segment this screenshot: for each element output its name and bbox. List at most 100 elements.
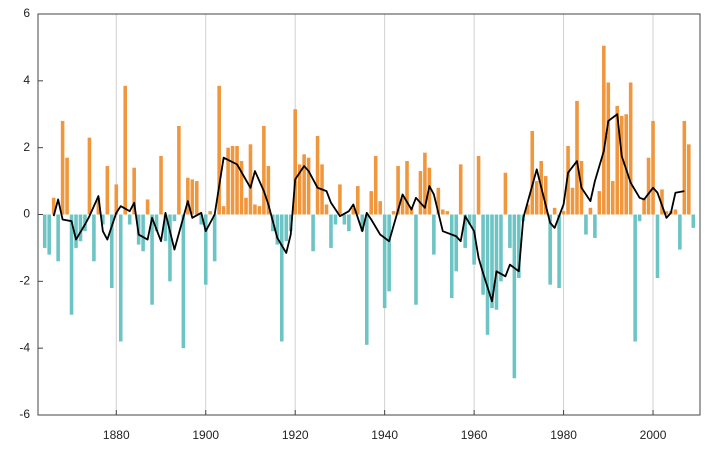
bar — [561, 211, 566, 215]
bar — [159, 156, 163, 215]
bar — [105, 166, 110, 215]
bar — [534, 181, 539, 215]
bar — [552, 207, 557, 215]
bar — [427, 167, 432, 215]
y-tick-label: -4 — [19, 340, 30, 354]
bar — [409, 207, 414, 215]
bar — [494, 214, 499, 310]
bar — [687, 144, 691, 215]
bar — [329, 214, 333, 248]
bar — [485, 214, 490, 335]
bar — [364, 214, 369, 345]
bar — [163, 214, 168, 242]
bar — [324, 204, 329, 215]
bar — [646, 157, 651, 215]
bar — [678, 214, 682, 250]
bar — [306, 157, 311, 215]
bar — [315, 135, 320, 215]
bar — [602, 45, 606, 215]
bar — [302, 154, 306, 215]
bar — [168, 214, 172, 282]
bar — [118, 214, 123, 342]
bar — [92, 214, 96, 262]
bar — [69, 214, 74, 315]
bar — [347, 214, 351, 232]
bar — [60, 120, 65, 215]
bar — [396, 166, 400, 215]
bar — [338, 184, 342, 215]
bar — [651, 120, 655, 215]
bar — [369, 191, 374, 215]
bar — [619, 115, 624, 215]
bar — [503, 172, 508, 215]
bar — [476, 156, 481, 215]
bar — [566, 145, 570, 215]
bar — [588, 207, 593, 215]
bar — [288, 214, 293, 232]
bar — [230, 145, 235, 215]
bar — [208, 211, 212, 215]
bar — [405, 161, 409, 215]
y-tick-label: 2 — [23, 140, 30, 154]
x-tick-label: 1960 — [461, 428, 488, 442]
bar — [177, 125, 181, 215]
bar — [181, 214, 186, 349]
bar — [257, 206, 262, 215]
bar — [530, 130, 535, 215]
bar — [449, 214, 454, 299]
bar — [441, 209, 445, 215]
bar — [333, 214, 338, 225]
bar — [414, 214, 418, 305]
bar — [101, 214, 105, 225]
bar — [87, 137, 92, 215]
bar — [606, 82, 611, 215]
bar — [74, 214, 78, 248]
bar — [436, 187, 441, 215]
bar — [235, 145, 239, 215]
bar — [239, 161, 244, 215]
bar — [382, 214, 387, 309]
bar — [682, 120, 687, 215]
bar — [56, 214, 60, 262]
bar — [570, 187, 575, 215]
bar — [96, 197, 101, 215]
bar — [141, 214, 145, 252]
bar — [557, 214, 561, 289]
bar — [297, 164, 302, 215]
bar — [624, 114, 628, 215]
bar — [190, 179, 195, 215]
bar — [508, 214, 512, 248]
bar — [391, 211, 396, 215]
bar — [673, 209, 678, 215]
bar — [373, 156, 378, 215]
bar — [633, 214, 637, 342]
bar — [512, 214, 517, 379]
bar — [548, 214, 552, 285]
y-tick-label: 4 — [23, 73, 30, 87]
bar — [499, 214, 503, 282]
bar — [172, 214, 177, 222]
x-tick-label: 1880 — [103, 428, 130, 442]
x-tick-label: 1920 — [282, 428, 309, 442]
x-tick-label: 1980 — [550, 428, 577, 442]
bar — [42, 214, 47, 248]
bar — [123, 85, 128, 215]
bar — [445, 211, 450, 215]
bar — [472, 214, 476, 265]
y-tick-label: 0 — [23, 207, 30, 221]
bar — [356, 186, 360, 215]
bar — [150, 214, 154, 305]
bar — [400, 197, 405, 215]
bar — [110, 214, 114, 289]
bar — [642, 197, 646, 215]
bar — [360, 214, 365, 232]
x-tick-label: 1900 — [192, 428, 219, 442]
bar — [203, 214, 208, 285]
x-tick-label: 2000 — [640, 428, 667, 442]
bar — [114, 184, 119, 215]
bar — [199, 214, 204, 225]
bar — [664, 211, 669, 215]
bar — [454, 214, 459, 272]
bar — [217, 85, 221, 215]
bar — [186, 177, 190, 215]
